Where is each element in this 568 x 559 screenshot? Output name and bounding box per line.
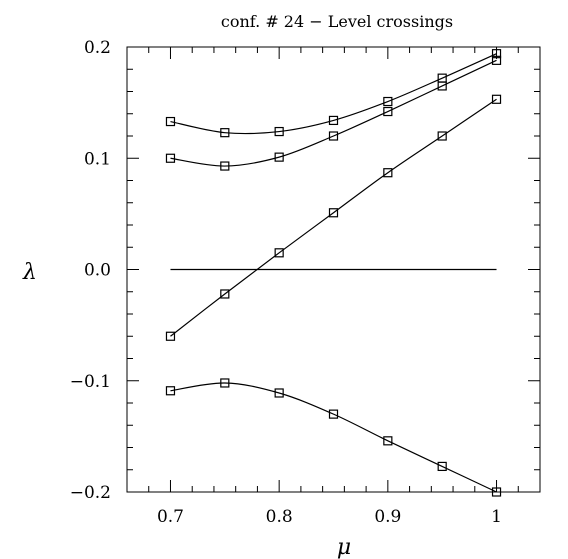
series-4-line (170, 382, 497, 493)
series-4-point (437, 461, 447, 472)
x-tick-label: 1 (491, 507, 502, 527)
series-2-point (220, 161, 230, 171)
series-curves (170, 53, 497, 493)
series-1-point (220, 128, 230, 138)
series-1-point (165, 116, 176, 127)
series-3-point (437, 131, 447, 141)
series-2-point (491, 55, 502, 65)
series-1-line (170, 53, 497, 135)
y-axis-label: λ (22, 260, 37, 285)
y-tick-label: −0.2 (70, 483, 111, 503)
series-4-point (328, 409, 339, 419)
y-tick-label: −0.1 (70, 372, 111, 392)
y-tick-label: 0.2 (84, 38, 111, 58)
series-4-point (274, 388, 284, 398)
series-3-point (220, 289, 230, 299)
series-1-point (383, 96, 393, 107)
y-tick-label: 0.0 (84, 261, 111, 281)
x-tick-label: 0.9 (374, 507, 401, 527)
series-markers (165, 49, 502, 497)
series-2-point (274, 152, 284, 162)
series-2-point (165, 153, 176, 163)
y-tick-label: 0.1 (84, 149, 111, 169)
x-tick-label: 0.7 (157, 507, 184, 527)
series-2-point (328, 131, 339, 141)
series-4-point (383, 436, 393, 446)
series-4-point (165, 386, 176, 396)
x-axis-label: μ (337, 535, 351, 559)
series-3-point (328, 208, 339, 218)
x-tick-label: 0.8 (266, 507, 293, 527)
series-1-point (274, 126, 284, 137)
series-1-point (328, 115, 339, 126)
series-4-point (220, 378, 230, 388)
series-2-line (170, 59, 497, 167)
series-2-point (383, 106, 393, 117)
series-3-point (491, 94, 502, 104)
series-3-point (165, 331, 176, 341)
series-3-point (383, 168, 393, 178)
series-2-point (437, 81, 447, 91)
series-3-point (274, 248, 284, 258)
series-4-point (491, 487, 502, 497)
axes: 0.7 0.8 0.9 1 −0.2 −0.1 0.0 0.1 0.2 (70, 38, 541, 527)
series-1-point (491, 49, 502, 59)
chart-title: conf. # 24 − Level crossings (221, 12, 453, 31)
series-3-line (170, 98, 497, 337)
